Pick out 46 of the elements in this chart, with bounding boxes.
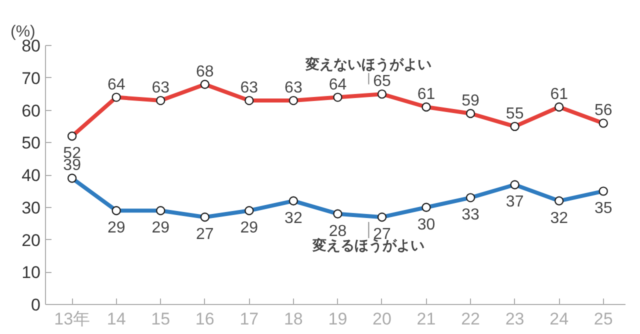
data-label: 32 <box>550 210 568 227</box>
data-label: 61 <box>417 86 436 104</box>
x-tick-label: 15 <box>151 310 170 328</box>
data-label: 35 <box>594 200 612 218</box>
series-label: 変えないほうがよい <box>304 56 432 73</box>
data-label: 65 <box>373 73 391 90</box>
x-tick-label: 19 <box>328 310 348 328</box>
x-tick-label: 16 <box>195 310 214 328</box>
y-tick-label: 70 <box>22 68 41 88</box>
y-tick-label: 30 <box>22 198 41 218</box>
y-tick-label: 20 <box>22 230 41 250</box>
data-label: 33 <box>462 206 480 224</box>
y-tick-label: 40 <box>22 166 41 185</box>
data-label: 29 <box>152 220 170 237</box>
data-label: 64 <box>107 76 126 94</box>
x-tick-label: 18 <box>284 310 303 328</box>
data-label: 30 <box>417 216 436 234</box>
y-axis-title: (%) <box>10 24 36 40</box>
data-label: 63 <box>284 80 302 97</box>
data-label: 29 <box>107 220 126 237</box>
y-tick-label: 60 <box>22 101 41 120</box>
x-tick-label: 22 <box>461 310 480 328</box>
y-tick-label: 50 <box>22 134 41 153</box>
x-tick-label: 24 <box>550 310 569 328</box>
data-label: 68 <box>196 63 214 80</box>
data-label: 63 <box>240 80 258 97</box>
data-label: 32 <box>284 210 302 227</box>
x-tick-label: 21 <box>416 310 436 328</box>
y-tick-label: 10 <box>22 263 41 282</box>
data-label: 55 <box>506 105 524 122</box>
x-tick-label: 14 <box>106 310 126 328</box>
data-label: 59 <box>462 92 480 110</box>
x-tick-label: 23 <box>505 310 524 328</box>
data-label: 56 <box>594 102 612 120</box>
y-tick-label: 0 <box>31 296 41 314</box>
data-label: 63 <box>152 80 170 97</box>
x-tick-label: 25 <box>594 310 613 328</box>
data-label: 28 <box>328 222 347 240</box>
data-label: 29 <box>240 220 258 237</box>
data-label: 61 <box>550 86 568 104</box>
x-tick-label: 17 <box>240 310 259 328</box>
data-label: 64 <box>328 76 347 94</box>
data-label: 27 <box>196 226 214 244</box>
x-tick-label: 20 <box>372 310 392 328</box>
data-label: 37 <box>506 194 524 211</box>
x-tick-label: 13年 <box>54 310 90 328</box>
